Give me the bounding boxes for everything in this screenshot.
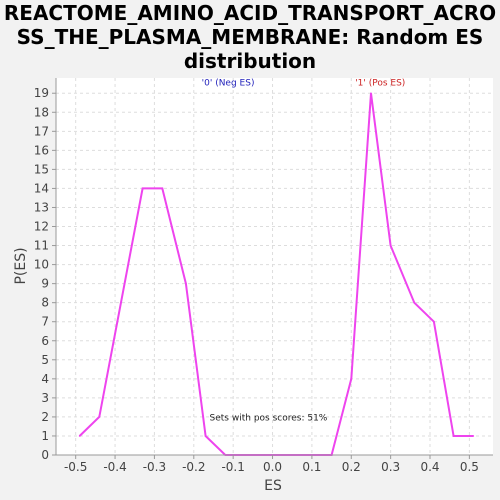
y-tick-label: 10 [34, 258, 49, 272]
x-tick-label: 0.3 [381, 460, 400, 474]
data-point [472, 435, 475, 437]
data-point [350, 378, 353, 380]
data-point [98, 416, 101, 418]
plot-area [56, 78, 493, 455]
x-tick-label: -0.5 [64, 460, 87, 474]
annotation-label: Sets with pos scores: 51% [210, 414, 328, 424]
data-point [141, 187, 144, 190]
y-tick-label: 0 [41, 448, 49, 462]
title-line-3: distribution [184, 49, 316, 73]
title-line-1: REACTOME_AMINO_ACID_TRANSPORT_ACRO [4, 1, 496, 25]
y-tick-label: 16 [34, 143, 49, 157]
data-point [161, 187, 164, 190]
y-tick-label: 1 [41, 429, 49, 443]
y-tick-label: 12 [34, 220, 49, 234]
annotation-label: '0' (Neg ES) [202, 79, 255, 89]
y-tick-label: 8 [41, 296, 49, 310]
data-point [452, 435, 455, 437]
y-tick-label: 6 [41, 334, 49, 348]
chart-title: REACTOME_AMINO_ACID_TRANSPORT_ACRO SS_TH… [4, 1, 496, 73]
y-tick-label: 11 [34, 239, 49, 253]
x-tick-label: 0.2 [342, 460, 361, 474]
y-tick-label: 13 [34, 200, 49, 214]
data-point [433, 320, 435, 323]
data-point [370, 92, 372, 95]
y-tick-label: 3 [41, 391, 49, 405]
y-axis-label: P(ES) [13, 247, 29, 284]
data-point [185, 282, 187, 285]
annotation-label: '1' (Pos ES) [355, 79, 405, 89]
title-line-2: SS_THE_PLASMA_MEMBRANE: Random ES [17, 25, 484, 49]
y-tick-label: 18 [34, 105, 49, 119]
y-tick-label: 5 [41, 353, 49, 367]
y-tick-label: 15 [34, 162, 49, 176]
x-tick-label: 0.4 [420, 460, 439, 474]
x-tick-label: 0.5 [460, 460, 479, 474]
y-tick-label: 19 [34, 86, 49, 100]
data-point [78, 435, 81, 437]
annotations: '0' (Neg ES) '1' (Pos ES) Sets with pos sc… [202, 79, 406, 424]
x-tick-label: 0.1 [302, 460, 321, 474]
data-point [204, 435, 207, 437]
x-tick-label: -0.1 [221, 460, 244, 474]
y-tick-label: 7 [41, 315, 49, 329]
x-tick-label: -0.2 [182, 460, 205, 474]
data-point [413, 301, 416, 304]
x-axis-label: ES [264, 478, 282, 494]
axes [55, 78, 493, 456]
x-tick-label: -0.3 [143, 460, 166, 474]
y-tick-label: 2 [41, 410, 49, 424]
x-ticks: -0.5 -0.4 -0.3 -0.2 -0.1 0.0 0.1 0.2 0.3 0.4 0.5 [64, 455, 479, 474]
y-tick-label: 14 [34, 181, 49, 195]
y-tick-label: 17 [34, 124, 49, 138]
y-tick-label: 9 [41, 277, 49, 291]
y-tick-label: 4 [41, 372, 49, 386]
data-point [389, 244, 392, 247]
x-tick-label: -0.4 [103, 460, 126, 474]
x-tick-label: 0.0 [263, 460, 282, 474]
